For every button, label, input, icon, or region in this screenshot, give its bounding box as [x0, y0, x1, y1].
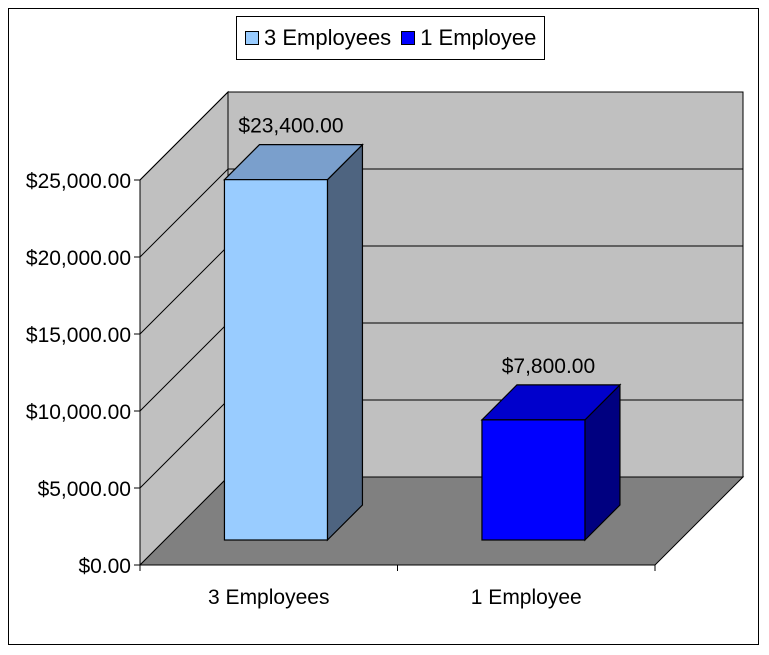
- y-tick-label: $10,000.00: [26, 401, 131, 424]
- data-label-3-employees: $23,400.00: [238, 115, 343, 138]
- legend-swatch-1-employee: [401, 31, 416, 45]
- legend-label-3-employees: 3 Employees: [264, 25, 392, 50]
- chart-legend: 3 Employees 1 Employee: [236, 16, 546, 60]
- y-tick-label: $15,000.00: [26, 324, 131, 347]
- legend-item-3-employees: 3 Employees: [245, 25, 391, 51]
- gridline: [139, 91, 743, 181]
- y-tick-label: $5,000.00: [38, 478, 131, 501]
- y-tick-label: $25,000.00: [26, 170, 131, 193]
- legend-swatch-3-employees: [245, 31, 259, 45]
- y-tick-label: $20,000.00: [26, 247, 131, 270]
- gridline: [139, 168, 743, 258]
- legend-item-1-employee: 1 Employee: [401, 25, 536, 51]
- x-tick-label-3-employees: 3 Employees: [208, 586, 329, 609]
- bar-3-employees: [223, 179, 329, 541]
- legend-label-1-employee: 1 Employee: [420, 25, 537, 50]
- y-tick-label: $0.00: [78, 555, 131, 578]
- x-tick-label-1-employee: 1 Employee: [471, 586, 582, 609]
- bar-side-3-employees: [326, 143, 364, 542]
- bar-1-employee: [481, 419, 586, 541]
- data-label-1-employee: $7,800.00: [502, 355, 595, 378]
